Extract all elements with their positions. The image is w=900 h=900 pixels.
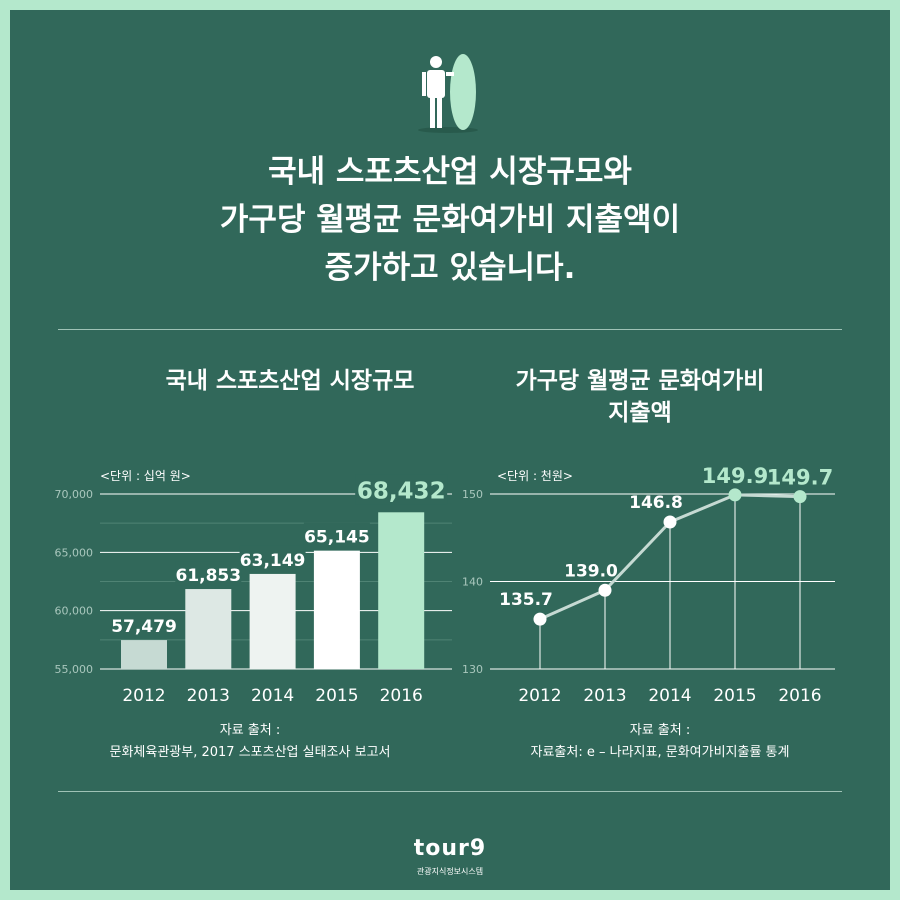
line-chart-source: 자료 출처 : 자료출처: e – 나라지표, 문화여가비지출률 통계 [470, 720, 850, 764]
source-label: 자료 출처 : [629, 723, 691, 738]
tour9-logo-subtitle: 관광지식정보시스템 [416, 867, 484, 876]
data-label: 149.7 [767, 466, 833, 490]
y-tick-label: 150 [462, 488, 483, 501]
title-line: 증가하고 있습니다. [324, 250, 576, 286]
data-label: 63,149 [240, 551, 306, 571]
x-tick-label: 2015 [713, 686, 756, 706]
x-tick-label: 2015 [315, 686, 358, 706]
source-text: 문화체육관광부, 2017 스포츠산업 실태조사 보고서 [109, 745, 391, 760]
y-tick-label: 70,000 [55, 488, 94, 501]
bar [121, 640, 167, 669]
y-tick-label: 55,000 [55, 663, 94, 676]
title-line: 가구당 월평균 문화여가비 지출액이 [219, 202, 681, 238]
background-panel [10, 10, 890, 890]
bar-chart-title: 국내 스포츠산업 시장규모 [165, 368, 415, 394]
y-tick-label: 65,000 [55, 546, 94, 559]
x-tick-label: 2014 [251, 686, 294, 706]
main-title: 국내 스포츠산업 시장규모와 가구당 월평균 문화여가비 지출액이 증가하고 있… [0, 148, 900, 292]
unit-label: <단위 : 천원> [497, 468, 573, 483]
bar-chart-source: 자료 출처 : 문화체육관광부, 2017 스포츠산업 실태조사 보고서 [60, 720, 440, 764]
data-label: 65,145 [304, 528, 370, 548]
y-tick-label: 130 [462, 663, 483, 676]
data-label: 149.9 [702, 464, 768, 488]
bar [249, 573, 296, 669]
unit-label: <단위 : 십억 원> [100, 469, 191, 483]
label-background [175, 561, 242, 586]
data-label: 139.0 [564, 561, 618, 581]
line-chart-title-line: 지출액 [608, 400, 672, 426]
y-tick-label: 140 [462, 576, 483, 589]
data-point [533, 612, 547, 626]
x-tick-label: 2013 [187, 686, 230, 706]
label-background [111, 612, 177, 637]
bar [313, 550, 360, 669]
label-background [355, 474, 448, 505]
bar [185, 589, 232, 669]
x-tick-label: 2014 [648, 686, 691, 706]
data-point [793, 490, 807, 504]
bar [378, 512, 425, 669]
x-tick-label: 2012 [518, 686, 561, 706]
data-label: 57,479 [111, 617, 177, 637]
title-line: 국내 스포츠산업 시장규모와 [268, 154, 632, 190]
data-point [598, 583, 612, 597]
y-tick-label: 60,000 [55, 605, 94, 618]
source-text: 자료출처: e – 나라지표, 문화여가비지출률 통계 [530, 745, 790, 760]
data-label: 61,853 [175, 566, 241, 586]
x-tick-label: 2013 [583, 686, 626, 706]
label-background [303, 522, 370, 547]
data-label: 68,432 [357, 478, 446, 504]
data-label: 146.8 [629, 493, 683, 513]
x-tick-label: 2016 [778, 686, 821, 706]
x-tick-label: 2016 [380, 686, 423, 706]
line-chart-title-line: 가구당 월평균 문화여가비 [515, 368, 765, 394]
data-point [728, 488, 742, 502]
x-tick-label: 2012 [122, 686, 165, 706]
line-chart-title: 가구당 월평균 문화여가비 지출액 [470, 365, 810, 429]
divider [58, 791, 842, 792]
label-background [239, 545, 306, 570]
data-label: 135.7 [499, 590, 553, 610]
source-label: 자료 출처 : [219, 723, 281, 738]
data-point [663, 515, 677, 529]
person-with-surfboard-icon [418, 54, 478, 133]
divider [58, 329, 842, 330]
tour9-logo: tour9 [413, 836, 487, 861]
